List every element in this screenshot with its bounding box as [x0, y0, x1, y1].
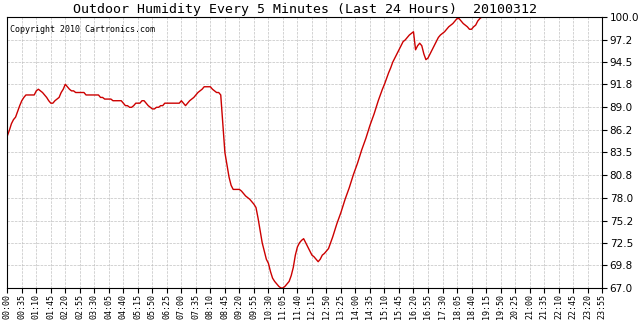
Title: Outdoor Humidity Every 5 Minutes (Last 24 Hours)  20100312: Outdoor Humidity Every 5 Minutes (Last 2… [73, 3, 537, 16]
Text: Copyright 2010 Cartronics.com: Copyright 2010 Cartronics.com [10, 25, 155, 34]
